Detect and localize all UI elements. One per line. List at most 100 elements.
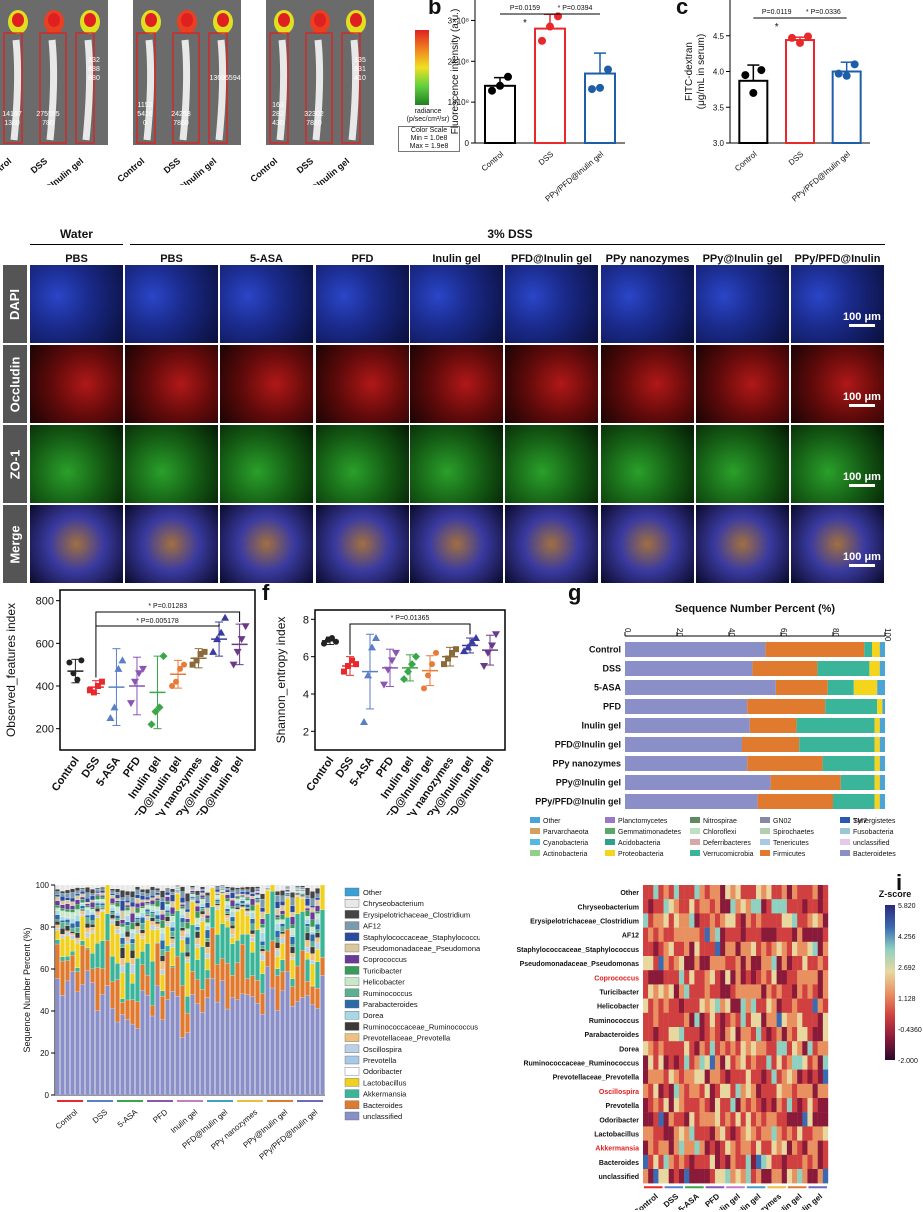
- stacked-segment: [75, 927, 80, 933]
- stacked-segment: [65, 980, 70, 1096]
- stacked-segment: [55, 921, 60, 925]
- stacked-segment: [65, 903, 70, 910]
- colon-tissue: [10, 39, 22, 141]
- stacked-segment: [165, 945, 170, 952]
- y-tick-label: 20: [40, 1049, 49, 1058]
- heatmap-cell: [684, 956, 690, 971]
- heatmap-cell: [761, 1112, 767, 1127]
- stacked-segment: [225, 913, 230, 916]
- stacked-segment: [90, 907, 95, 910]
- data-point: [546, 22, 554, 31]
- heatmap-cell: [786, 899, 793, 914]
- category-label: Control: [589, 645, 621, 655]
- colon-tissue: [82, 39, 94, 141]
- data-point: [193, 657, 200, 664]
- stacked-segment: [205, 946, 210, 954]
- heatmap-cell: [766, 1126, 772, 1141]
- heatmap-cell: [812, 885, 818, 900]
- stacked-segment: [185, 922, 190, 929]
- stacked-segment: [280, 990, 285, 1096]
- x-tick-label: 0: [623, 628, 632, 633]
- heatmap-cell: [735, 1083, 741, 1099]
- stacked-segment: [195, 959, 200, 980]
- heatmap-cell: [807, 913, 813, 928]
- legend-swatch: [605, 817, 615, 823]
- heatmap-cell: [756, 1041, 762, 1056]
- signal-hotspot: [145, 13, 157, 27]
- x-tick-label: 60: [779, 628, 788, 637]
- stacked-segment: [165, 894, 170, 897]
- stacked-segment: [190, 887, 195, 889]
- stacked-segment: [170, 916, 175, 922]
- heatmap-cell: [668, 1012, 675, 1028]
- p-value: * P=0.01283: [148, 603, 187, 610]
- x-tick-label: Control: [50, 755, 82, 794]
- stacked-segment: [95, 904, 100, 909]
- stacked-segment: [180, 1037, 185, 1096]
- stacked-segment: [130, 901, 135, 907]
- heatmap-cell: [735, 1126, 741, 1141]
- heatmap-cell: [699, 970, 705, 985]
- stacked-segment: [125, 943, 130, 963]
- heatmap-cell: [689, 1012, 695, 1028]
- stacked-segment: [60, 920, 65, 923]
- heatmap-cell: [740, 899, 746, 914]
- stacked-segment: [170, 894, 175, 902]
- heatmap-cell: [745, 1126, 752, 1141]
- heatmap-cell: [771, 956, 777, 971]
- stacked-segment: [280, 884, 285, 891]
- legend-label: Bacteroidetes: [853, 851, 896, 858]
- stacked-segment: [155, 900, 160, 907]
- heatmap-cell: [807, 1027, 813, 1042]
- legend-swatch: [344, 943, 360, 953]
- segment-Verrucomicrobia: [817, 661, 870, 676]
- stacked-segment: [275, 968, 280, 976]
- heatmap-cell: [822, 885, 829, 900]
- stacked-segment: [170, 965, 175, 968]
- heatmap-cell: [756, 970, 762, 985]
- micrograph-occludin: [220, 345, 313, 423]
- heatmap-cell: [822, 1041, 829, 1056]
- heatmap-cell: [725, 1098, 731, 1113]
- heatmap-cell: [792, 913, 798, 928]
- heatmap-cell: [802, 1041, 808, 1056]
- heatmap-cell: [699, 984, 705, 999]
- stacked-segment: [225, 926, 230, 964]
- group-label: DSS: [162, 156, 183, 176]
- heatmap-cell: [709, 956, 716, 971]
- heatmap-cell: [699, 1169, 705, 1184]
- heatmap-cell: [781, 970, 788, 985]
- heatmap-cell: [781, 1098, 788, 1113]
- micrograph-dapi: [505, 265, 598, 343]
- stacked-segment: [235, 907, 240, 910]
- stacked-segment: [165, 905, 170, 911]
- stacked-segment: [140, 906, 145, 909]
- heatmap-cell: [781, 1083, 788, 1099]
- stacked-segment: [175, 995, 180, 1096]
- micrograph-occludin: [696, 345, 789, 423]
- stacked-segment: [195, 911, 200, 919]
- stacked-segment: [110, 912, 115, 915]
- heatmap-cell: [663, 1027, 669, 1042]
- colorbar: [885, 905, 895, 1060]
- stacked-segment: [250, 952, 255, 976]
- heatmap-cell: [766, 1140, 772, 1155]
- stacked-segment: [55, 905, 60, 908]
- heatmap-cell: [725, 1083, 731, 1099]
- heatmap-cell: [663, 1140, 669, 1155]
- heatmap-cell: [756, 1027, 762, 1042]
- heatmap-cell: [771, 998, 777, 1013]
- stacked-segment: [275, 956, 280, 969]
- stacked-segment: [70, 923, 75, 929]
- stacked-segment: [280, 931, 285, 934]
- stacked-segment: [155, 923, 160, 928]
- heatmap-cell: [771, 984, 777, 999]
- x-tick-label: DSS: [787, 150, 805, 167]
- stacked-segment: [215, 889, 220, 892]
- micrograph-merge: [125, 505, 218, 583]
- heatmap-cell: [714, 1112, 721, 1127]
- stacked-segment: [160, 884, 165, 891]
- heatmap-cell: [750, 1112, 757, 1127]
- stacked-segment: [160, 901, 165, 911]
- heatmap-cell: [699, 899, 705, 914]
